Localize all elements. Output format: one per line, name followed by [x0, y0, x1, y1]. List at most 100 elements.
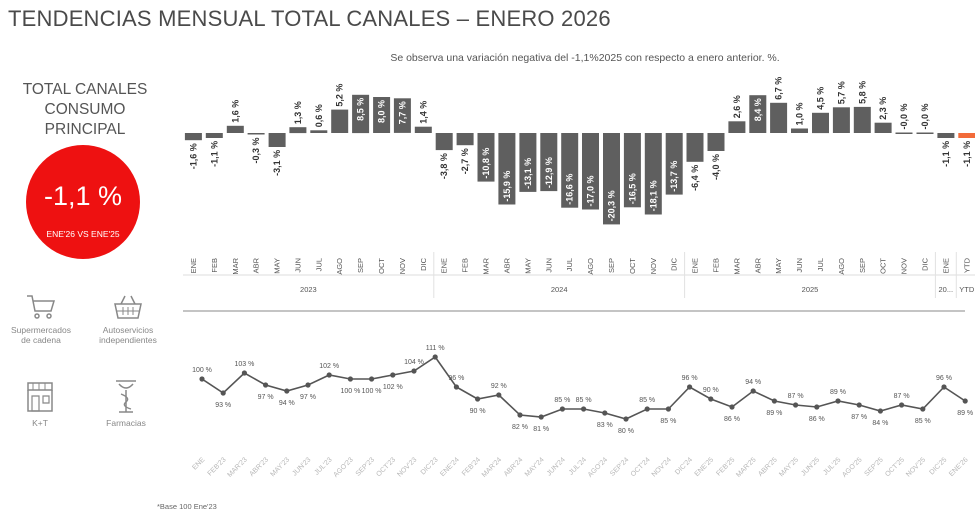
- year-label: 20...: [939, 285, 954, 294]
- category-label: DIC: [921, 257, 930, 271]
- bar: [812, 112, 829, 134]
- index-point: [369, 376, 375, 382]
- bar-value-label: 7,7 %: [397, 101, 407, 124]
- index-point: [496, 392, 502, 398]
- channel-label: de cadena: [21, 335, 61, 345]
- category-label: MAY: [523, 258, 532, 274]
- index-value-label: 111 %: [426, 345, 445, 352]
- bar: [247, 133, 265, 135]
- line-category-label: MAR'24: [481, 456, 503, 478]
- index-value-label: 80 %: [618, 428, 634, 435]
- index-point: [453, 384, 459, 390]
- index-point: [475, 396, 481, 402]
- badge-value: -1,1 %: [43, 181, 123, 211]
- line-category-label: FEB'23: [207, 456, 228, 477]
- category-label: ABR: [502, 257, 511, 273]
- channel-farmacias[interactable]: Farmacias: [96, 378, 156, 428]
- bar: [561, 133, 579, 208]
- category-label: ABR: [252, 257, 261, 273]
- channel-supermercados[interactable]: Supermercados de cadena: [5, 293, 77, 345]
- bar: [352, 94, 370, 134]
- bar: [519, 133, 537, 192]
- index-point: [962, 398, 968, 404]
- line-category-label: ABR'23: [248, 456, 270, 478]
- bar-value-label: -1,1 %: [209, 141, 219, 167]
- bar: [916, 132, 934, 134]
- year-label: 2023: [300, 285, 317, 294]
- line-category-label: NOV'24: [651, 456, 673, 478]
- bar: [205, 133, 223, 138]
- category-label: JUL: [816, 258, 825, 271]
- channel-autoservicios[interactable]: Autoservicios independientes: [88, 293, 168, 345]
- line-category-label: ABR'25: [757, 456, 779, 478]
- category-label: OCT: [377, 258, 386, 274]
- bar: [728, 121, 746, 133]
- bar-value-label: -16,5 %: [627, 173, 637, 204]
- bar: [707, 133, 725, 151]
- shopping-cart-icon: [27, 295, 56, 319]
- bar: [686, 133, 704, 162]
- year-label: 2025: [802, 285, 819, 294]
- index-value-label: 97 %: [258, 394, 274, 401]
- category-label: JUL: [314, 258, 323, 271]
- bar-value-label: -1,6 %: [188, 143, 198, 169]
- bar: [874, 122, 892, 133]
- line-category-label: NOV'25: [905, 456, 927, 478]
- index-point: [941, 384, 947, 390]
- basket-icon: [114, 295, 142, 319]
- bar-value-label: -2,7 %: [460, 148, 470, 174]
- index-point: [199, 376, 205, 382]
- index-point: [793, 402, 799, 408]
- side-title: TOTAL CANALES CONSUMO PRINCIPAL: [5, 80, 165, 140]
- category-label: YTD: [962, 257, 971, 273]
- bar: [373, 97, 391, 133]
- bar: [331, 109, 349, 133]
- bar: [665, 133, 683, 195]
- bar: [832, 107, 850, 133]
- line-category-label: JUL'25: [822, 456, 842, 476]
- index-point: [899, 402, 905, 408]
- bar-value-label: -4,0 %: [711, 154, 721, 180]
- index-value-label: 86 %: [809, 416, 825, 423]
- bar-value-label: 1,0 %: [795, 102, 805, 125]
- bar: [498, 133, 516, 205]
- bar: [289, 127, 307, 134]
- index-point: [665, 406, 672, 412]
- category-label: MAY: [774, 258, 783, 274]
- bar: [268, 133, 286, 147]
- index-value-label: 85 %: [660, 418, 676, 425]
- index-value-label: 90 %: [470, 408, 486, 415]
- index-value-label: 90 %: [703, 387, 719, 394]
- bar: [456, 133, 474, 146]
- category-label: MAY: [273, 258, 282, 274]
- bar-chart: -1,6 % ENE -1,1 % FEB 1,6 % MAR -0,3 % ABR -3,1 …: [183, 77, 975, 312]
- line-category-label: JUN'23: [291, 456, 312, 477]
- index-value-label: 100 %: [340, 388, 360, 395]
- line-category-label: AGO'24: [587, 456, 609, 478]
- category-label: NOV: [398, 258, 407, 274]
- bar-value-label: 8,0 %: [377, 100, 387, 123]
- line-category-label: SEP'24: [609, 456, 630, 477]
- footnote: *Base 100 Ene'23: [157, 502, 217, 511]
- index-value-label: 82 %: [512, 424, 528, 431]
- bar-value-label: -1,1 %: [962, 141, 972, 167]
- channel-label: K+T: [32, 418, 48, 428]
- category-label: SEP: [858, 258, 867, 273]
- index-value-label: 100 %: [362, 388, 382, 395]
- category-label: ENE: [941, 258, 950, 273]
- bar: [414, 126, 432, 133]
- bar: [477, 133, 495, 182]
- channel-label: Supermercados: [10, 325, 71, 335]
- line-category-label: MAR'25: [735, 456, 757, 478]
- bar: [895, 132, 913, 134]
- bar-value-label: -16,6 %: [565, 174, 575, 205]
- bar-value-label: -15,9 %: [502, 171, 512, 202]
- channel-kt[interactable]: K+T: [10, 380, 70, 428]
- index-value-label: 85 %: [639, 397, 655, 404]
- badge-subtitle: ENE'26 VS ENE'25: [46, 229, 120, 239]
- category-label: DIC: [670, 257, 679, 271]
- index-value-label: 96 %: [936, 375, 952, 382]
- bar-value-label: -13,7 %: [669, 161, 679, 192]
- index-point: [284, 388, 290, 394]
- category-label: OCT: [628, 258, 637, 274]
